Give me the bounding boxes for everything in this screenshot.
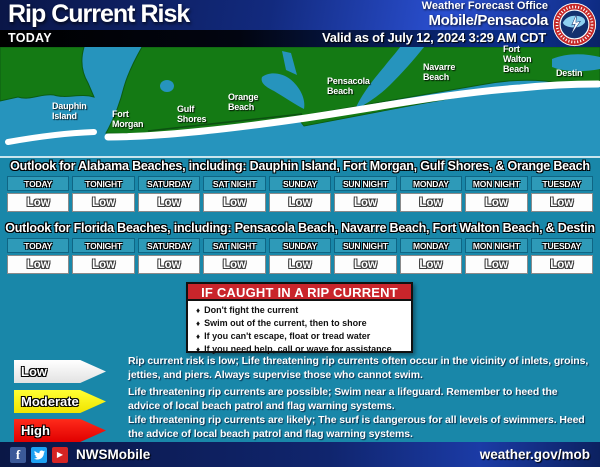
low-risk-arrow: Low: [14, 360, 106, 383]
risk-value: Low: [137, 255, 201, 274]
safety-tip-text: If you can't escape, float or tread wate…: [204, 331, 371, 341]
alabama-day-header-row: TODAY TONIGHT SATURDAY SAT NIGHT SUNDAY …: [7, 176, 593, 191]
day-header: SATURDAY: [137, 176, 201, 191]
day-header: SUN NIGHT: [334, 176, 397, 191]
valid-timestamp: Valid as of July 12, 2024 3:29 AM CDT: [321, 30, 546, 45]
day-header: TODAY: [7, 238, 70, 253]
risk-value: Low: [334, 255, 397, 274]
diamond-bullet-icon: ♦: [196, 345, 201, 354]
separator-line: [0, 156, 600, 158]
risk-value: Low: [203, 193, 266, 212]
map-label-dauphin-island: Dauphin Island: [52, 101, 87, 121]
risk-value: Low: [399, 193, 463, 212]
map-label-orange-beach: Orange Beach: [228, 92, 259, 112]
florida-day-header-row: TODAY TONIGHT SATURDAY SAT NIGHT SUNDAY …: [7, 238, 593, 253]
risk-value: Low: [7, 193, 70, 212]
header-bar: Rip Current Risk Weather Forecast Office…: [0, 0, 600, 30]
day-header: TUESDAY: [530, 238, 593, 253]
risk-value: Low: [465, 255, 528, 274]
day-header: SAT NIGHT: [203, 238, 266, 253]
day-header: SUNDAY: [268, 176, 332, 191]
today-label: TODAY: [8, 31, 52, 45]
diamond-bullet-icon: ♦: [196, 306, 201, 315]
safety-tip-text: If you need help, call or wave for assis…: [204, 344, 392, 354]
risk-value: Low: [72, 193, 135, 212]
florida-risk-row: Low Low Low Low Low Low Low Low Low: [7, 255, 593, 274]
facebook-icon[interactable]: f: [10, 446, 26, 463]
alabama-risk-row: Low Low Low Low Low Low Low Low Low: [7, 193, 593, 212]
nws-logo-icon: [552, 2, 597, 47]
florida-outlook-title: Outlook for Florida Beaches, including: …: [5, 221, 595, 235]
risk-value: Low: [530, 255, 593, 274]
day-header: SUN NIGHT: [334, 238, 397, 253]
diamond-bullet-icon: ♦: [196, 332, 201, 341]
office-line1: Weather Forecast Office: [421, 0, 548, 12]
low-risk-description: Rip current risk is low; Life threatenin…: [128, 355, 589, 381]
day-header: MONDAY: [399, 238, 463, 253]
youtube-icon[interactable]: ▶: [52, 446, 68, 463]
risk-value: Low: [72, 255, 135, 274]
page-title: Rip Current Risk: [8, 0, 190, 28]
high-risk-arrow: High: [14, 419, 106, 442]
website-url[interactable]: weather.gov/mob: [479, 447, 590, 462]
safety-box-title: IF CAUGHT IN A RIP CURRENT: [188, 284, 411, 301]
safety-tip: ♦ If you need help, call or wave for ass…: [196, 343, 405, 356]
twitter-icon[interactable]: [31, 446, 47, 463]
alabama-outlook-title: Outlook for Alabama Beaches, including: …: [10, 159, 590, 173]
risk-value: Low: [268, 255, 332, 274]
day-header: TUESDAY: [530, 176, 593, 191]
day-header: MONDAY: [399, 176, 463, 191]
safety-tip: ♦ Swim out of the current, then to shore: [196, 317, 405, 330]
office-name: Weather Forecast Office Mobile/Pensacola: [421, 0, 549, 29]
map-label-navarre-beach: Navarre Beach: [423, 62, 456, 82]
risk-value: Low: [465, 193, 528, 212]
day-header: TODAY: [7, 176, 70, 191]
day-header: SATURDAY: [137, 238, 201, 253]
map-label-fort-walton-beach: Fort Walton Beach: [503, 44, 532, 74]
safety-tip-text: Don't fight the current: [204, 305, 299, 315]
day-header: MON NIGHT: [465, 176, 528, 191]
risk-value: Low: [334, 193, 397, 212]
footer-bar: f ▶ NWSMobile weather.gov/mob: [0, 442, 600, 467]
moderate-risk-description: Life threatening rip currents are possib…: [128, 386, 558, 412]
map-label-fort-morgan: Fort Morgan: [112, 109, 144, 129]
day-header: SUNDAY: [268, 238, 332, 253]
day-header: TONIGHT: [72, 238, 135, 253]
diamond-bullet-icon: ♦: [196, 319, 201, 328]
coastal-map: [0, 47, 600, 157]
risk-value: Low: [399, 255, 463, 274]
risk-value: Low: [7, 255, 70, 274]
risk-value: Low: [530, 193, 593, 212]
risk-value: Low: [203, 255, 266, 274]
map-label-destin: Destin: [556, 68, 583, 78]
rip-current-safety-box: IF CAUGHT IN A RIP CURRENT ♦ Don't fight…: [186, 282, 413, 356]
social-handle: NWSMobile: [76, 447, 151, 462]
risk-value: Low: [268, 193, 332, 212]
safety-tip: ♦ Don't fight the current: [196, 304, 405, 317]
safety-tip-text: Swim out of the current, then to shore: [204, 318, 367, 328]
high-risk-description: Life threatening rip currents are likely…: [128, 414, 585, 440]
safety-tip: ♦ If you can't escape, float or tread wa…: [196, 330, 405, 343]
day-header: SAT NIGHT: [203, 176, 266, 191]
office-line2: Mobile/Pensacola: [428, 11, 549, 29]
day-header: MON NIGHT: [465, 238, 528, 253]
map-label-pensacola-beach: Pensacola Beach: [327, 76, 370, 96]
risk-value: Low: [137, 193, 201, 212]
moderate-risk-arrow: Moderate: [14, 390, 106, 413]
day-header: TONIGHT: [72, 176, 135, 191]
today-bar: TODAY Valid as of July 12, 2024 3:29 AM …: [0, 30, 600, 47]
map-label-gulf-shores: Gulf Shores: [177, 104, 207, 124]
